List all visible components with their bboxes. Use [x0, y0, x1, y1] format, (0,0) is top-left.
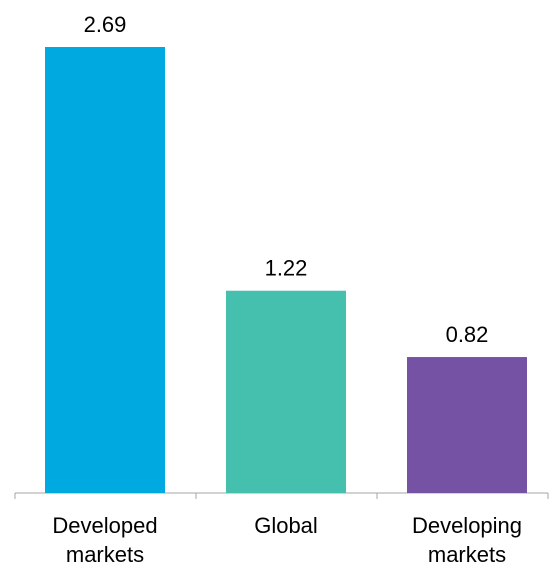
category-label-line: markets — [66, 542, 144, 564]
category-label-2: Developing markets — [412, 513, 522, 564]
bar-2 — [407, 357, 527, 493]
data-label-1: 1.22 — [265, 256, 308, 281]
data-label-0: 2.69 — [84, 12, 127, 37]
category-label-line: Developing — [412, 513, 522, 538]
category-label-line: Global — [254, 513, 318, 538]
bar-1 — [226, 290, 346, 493]
category-label-line: Developed — [52, 513, 157, 538]
data-label-2: 0.82 — [446, 322, 489, 347]
category-label-line: markets — [428, 542, 506, 564]
category-label-1: Global — [254, 513, 318, 538]
category-label-0: Developed markets — [52, 513, 157, 564]
bar-0 — [45, 47, 165, 493]
